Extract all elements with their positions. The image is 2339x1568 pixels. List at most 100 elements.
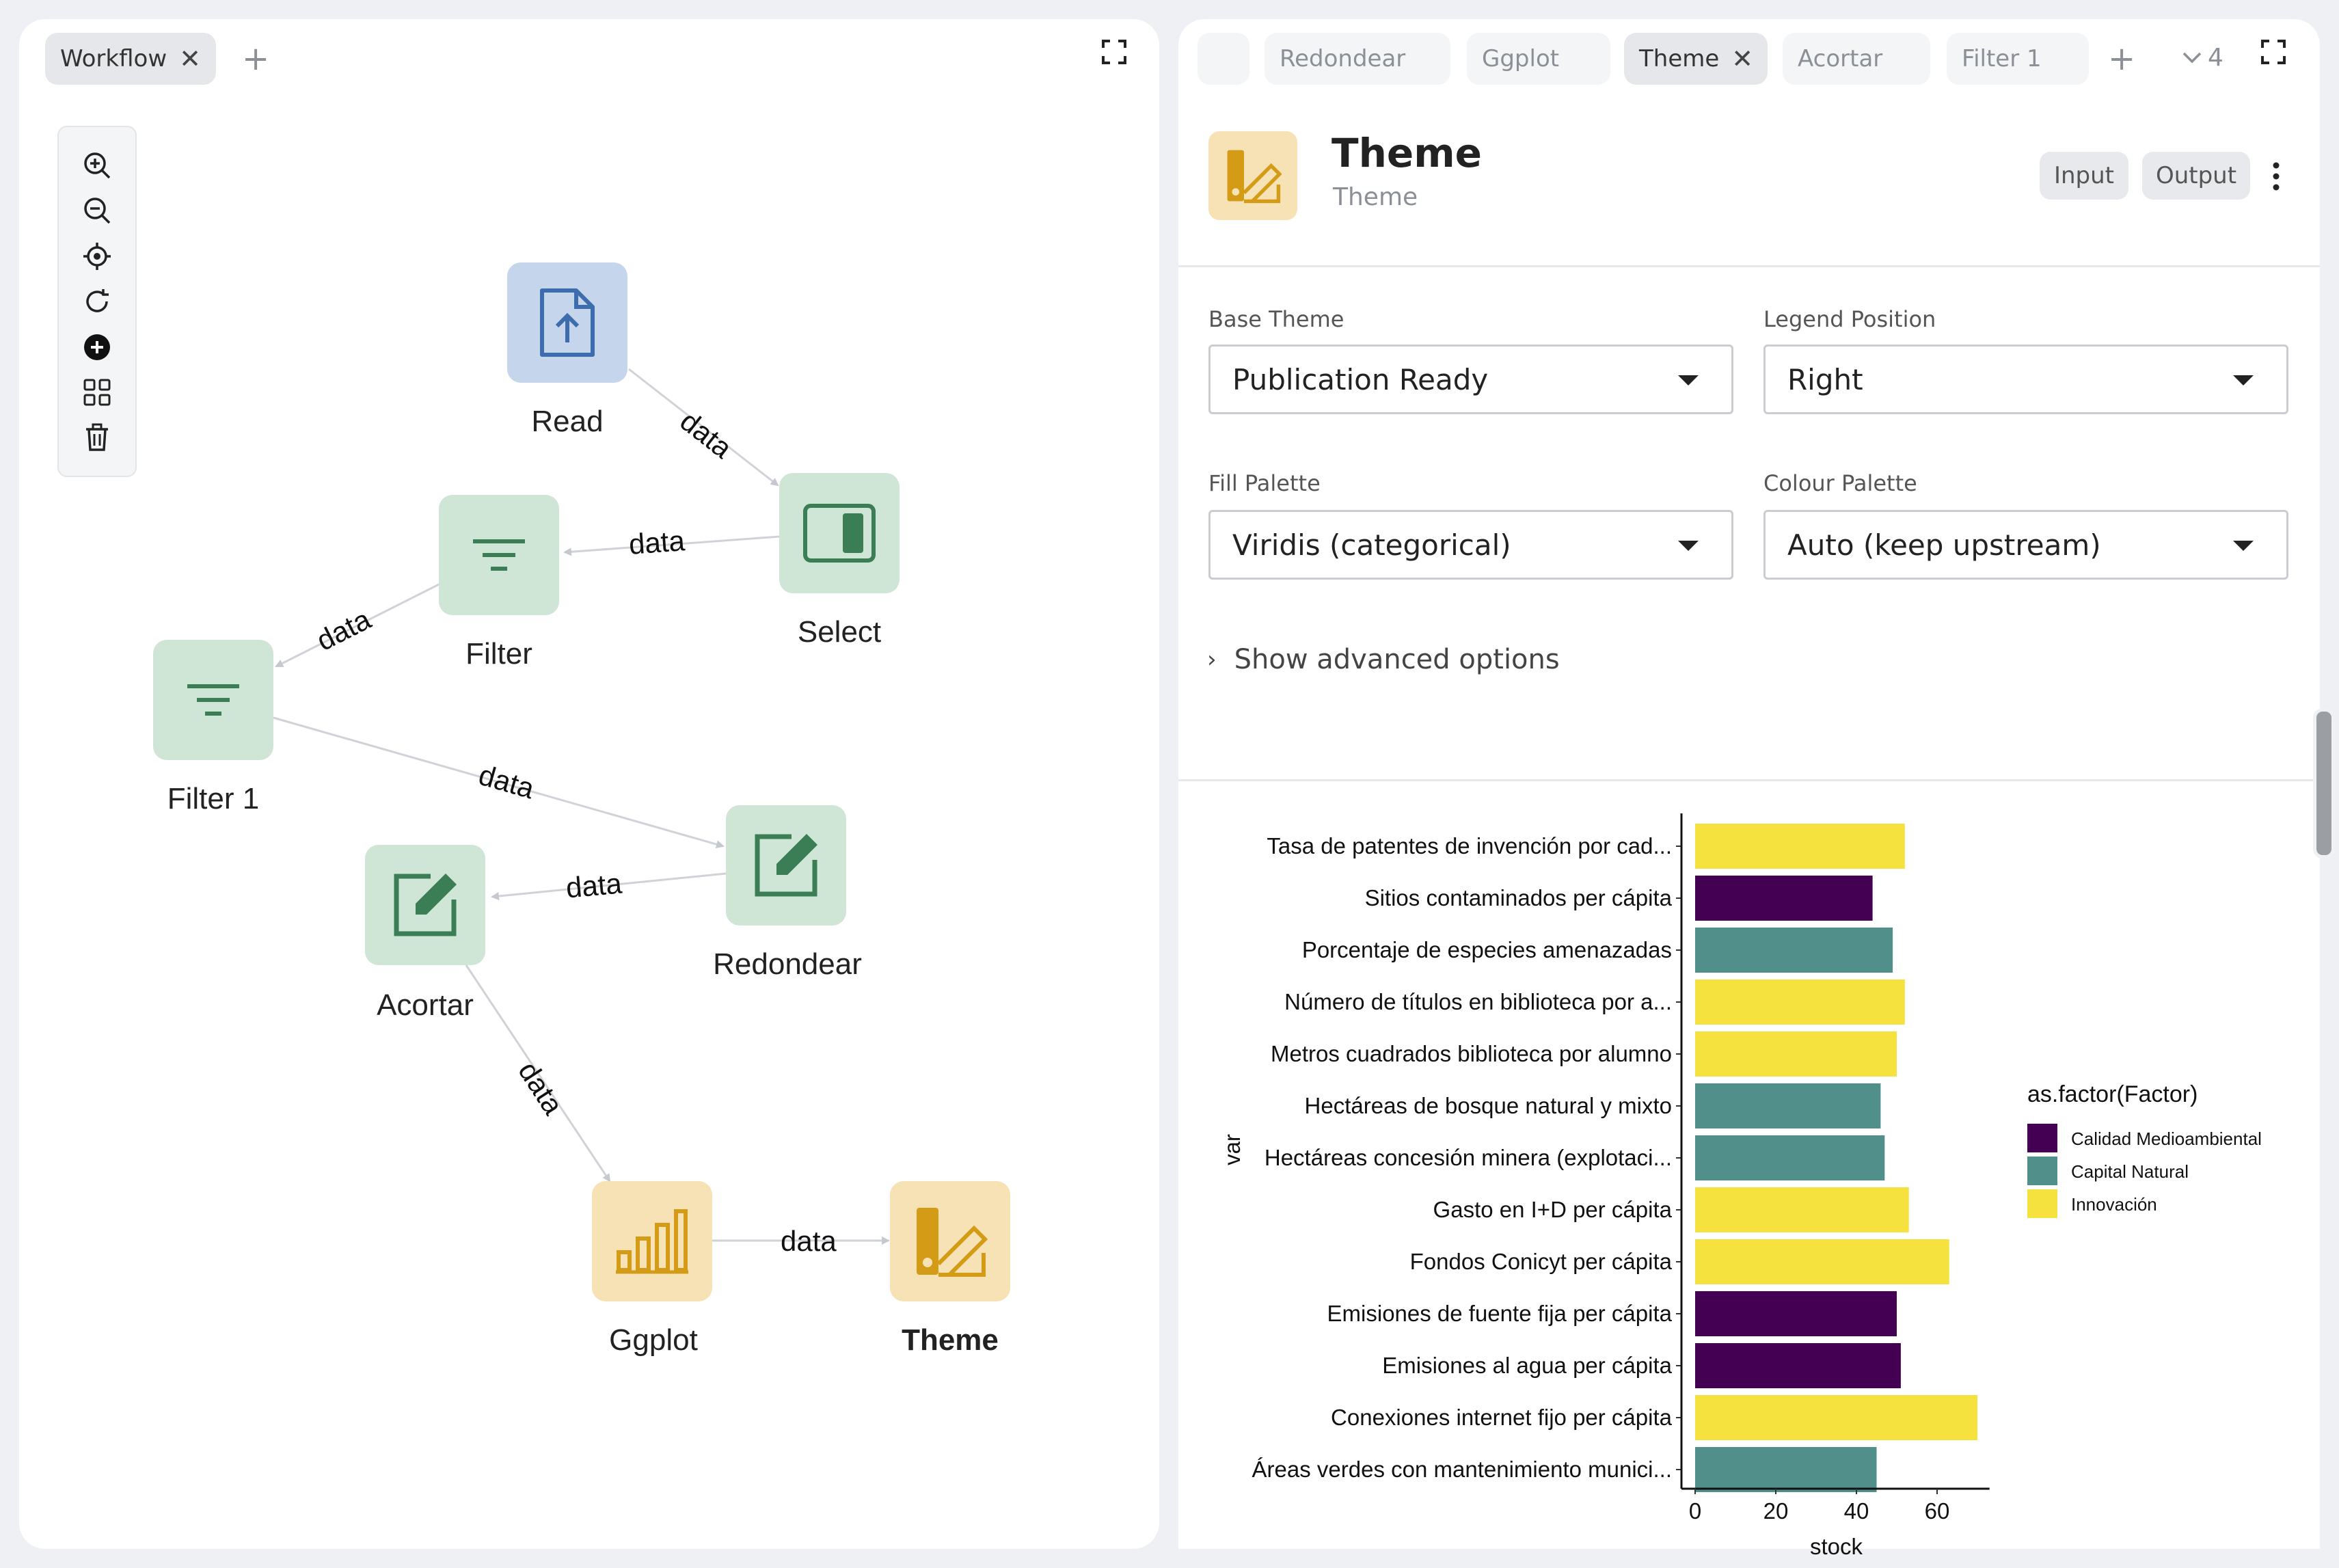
fullscreen-icon[interactable] xyxy=(1102,40,1126,64)
y-axis-label: var xyxy=(1219,1134,1245,1165)
filter-icon xyxy=(187,684,239,716)
close-icon[interactable]: ✕ xyxy=(1731,44,1754,74)
y-tick-label: Sitios contaminados per cápita xyxy=(1365,885,1673,910)
output-button[interactable]: Output xyxy=(2142,152,2250,200)
edge-label: data xyxy=(565,867,623,904)
theme-node-icon xyxy=(1208,131,1297,220)
y-tick-label: Hectáreas de bosque natural y mixto xyxy=(1305,1093,1672,1118)
node-filter-1[interactable] xyxy=(153,640,273,760)
chart-bar xyxy=(1695,1083,1881,1128)
legend-label: Calidad Medioambiental xyxy=(2071,1128,2262,1149)
node-title: Theme xyxy=(1331,130,1482,176)
tab-ggplot[interactable]: Ggplot xyxy=(1467,33,1610,85)
node-label-filter-1: Filter 1 xyxy=(167,782,260,815)
legend-swatch xyxy=(2027,1189,2057,1218)
fill-palette-select[interactable]: Viridis (categorical) xyxy=(1208,510,1733,580)
fullscreen-icon[interactable] xyxy=(2261,40,2286,64)
edge-filter-filter1 xyxy=(275,583,440,668)
node-acortar[interactable] xyxy=(365,845,485,965)
legend-position-label: Legend Position xyxy=(1763,306,1936,332)
chart-bar xyxy=(1695,1031,1897,1077)
chart-bar xyxy=(1695,1291,1897,1336)
chevron-right-icon: › xyxy=(1207,646,1217,673)
tab-theme[interactable]: Theme ✕ xyxy=(1624,33,1768,85)
locate-icon[interactable] xyxy=(79,239,115,274)
colour-palette-label: Colour Palette xyxy=(1763,470,1917,496)
tab-label: Ggplot xyxy=(1482,45,1560,72)
legend-title: as.factor(Factor) xyxy=(2027,1081,2198,1107)
grid-icon[interactable] xyxy=(79,375,115,410)
input-button[interactable]: Input xyxy=(2040,152,2128,200)
node-label-filter: Filter xyxy=(465,637,532,671)
chart-bar xyxy=(1695,928,1893,973)
tab-redondear[interactable]: Redondear xyxy=(1265,33,1450,85)
base-theme-select[interactable]: Publication Ready xyxy=(1208,344,1733,414)
caret-down-icon xyxy=(2233,541,2254,551)
y-tick-label: Conexiones internet fijo per cápita xyxy=(1331,1405,1673,1430)
chart-bar xyxy=(1695,1187,1909,1232)
legend-label: Capital Natural xyxy=(2071,1161,2189,1182)
add-circle-icon[interactable] xyxy=(79,329,115,365)
node-label-select: Select xyxy=(797,615,882,649)
chart-bar xyxy=(1695,1343,1901,1388)
legend-position-value: Right xyxy=(1787,362,1863,396)
y-tick-label: Emisiones de fuente fija per cápita xyxy=(1327,1301,1673,1326)
tab-acortar[interactable]: Acortar xyxy=(1783,33,1930,85)
close-icon[interactable]: ✕ xyxy=(179,44,201,74)
canvas-toolbar xyxy=(57,126,137,477)
edit-icon xyxy=(755,834,817,897)
node-select[interactable] xyxy=(779,473,900,593)
x-tick-label: 20 xyxy=(1763,1498,1789,1524)
node-label-acortar: Acortar xyxy=(377,988,474,1022)
edge-label: data xyxy=(781,1225,837,1257)
colour-palette-select[interactable]: Auto (keep upstream) xyxy=(1763,510,2288,580)
node-label-ggplot: Ggplot xyxy=(609,1323,698,1357)
add-tab-icon[interactable]: + xyxy=(242,40,270,78)
tab-label: Redondear xyxy=(1280,45,1406,72)
y-tick-label: Fondos Conicyt per cápita xyxy=(1410,1249,1673,1274)
node-ggplot[interactable] xyxy=(592,1181,712,1301)
zoom-out-icon[interactable] xyxy=(79,193,115,228)
chart-bar xyxy=(1695,1395,1977,1440)
y-tick-label: Emisiones al agua per cápita xyxy=(1382,1353,1672,1378)
refresh-icon[interactable] xyxy=(79,284,115,319)
tab-overflow-count: 4 xyxy=(2208,44,2223,72)
tab-blank[interactable] xyxy=(1198,33,1249,85)
y-tick-label: Número de títulos en biblioteca por a... xyxy=(1284,989,1672,1014)
tab-workflow[interactable]: Workflow ✕ xyxy=(45,33,216,85)
node-label-read: Read xyxy=(531,405,604,438)
panel-scrollbar[interactable] xyxy=(2313,708,2335,859)
legend-label: Innovación xyxy=(2071,1194,2157,1215)
edge-acortar-ggplot xyxy=(465,964,611,1182)
x-axis-label: stock xyxy=(1810,1534,1863,1559)
node-theme[interactable] xyxy=(890,1181,1010,1301)
trash-icon[interactable] xyxy=(79,420,115,455)
zoom-in-icon[interactable] xyxy=(79,148,115,183)
show-advanced-toggle[interactable]: › Show advanced options xyxy=(1207,644,1560,675)
bar-chart-icon xyxy=(616,1209,688,1274)
divider xyxy=(1178,779,2320,781)
edge-filter1-redondear xyxy=(273,716,725,849)
more-vertical-icon[interactable] xyxy=(2271,161,2282,191)
caret-down-icon xyxy=(1678,375,1699,386)
theme-preview-chart: Tasa de patentes de invención por cad...… xyxy=(1219,813,2262,1559)
legend-swatch xyxy=(2027,1157,2057,1185)
y-tick-label: Áreas verdes con mantenimiento munici... xyxy=(1252,1457,1672,1482)
node-redondear[interactable] xyxy=(726,805,846,925)
tab-filter-1[interactable]: Filter 1 xyxy=(1947,33,2089,85)
x-tick-label: 0 xyxy=(1689,1498,1701,1524)
edge-select-filter xyxy=(563,535,780,556)
add-tab-icon[interactable]: + xyxy=(2108,40,2136,78)
caret-down-icon xyxy=(2233,375,2254,386)
colour-palette-value: Auto (keep upstream) xyxy=(1787,528,2101,562)
tab-overflow[interactable]: 4 xyxy=(2182,44,2223,72)
base-theme-label: Base Theme xyxy=(1208,306,1344,332)
node-label-theme: Theme xyxy=(902,1323,999,1357)
divider xyxy=(1178,265,2320,267)
node-filter[interactable] xyxy=(439,495,559,615)
node-read[interactable] xyxy=(507,262,627,383)
y-tick-label: Tasa de patentes de invención por cad... xyxy=(1267,833,1672,859)
legend-position-select[interactable]: Right xyxy=(1763,344,2288,414)
chart-bar xyxy=(1695,876,1873,921)
chart-bar xyxy=(1695,1447,1877,1492)
